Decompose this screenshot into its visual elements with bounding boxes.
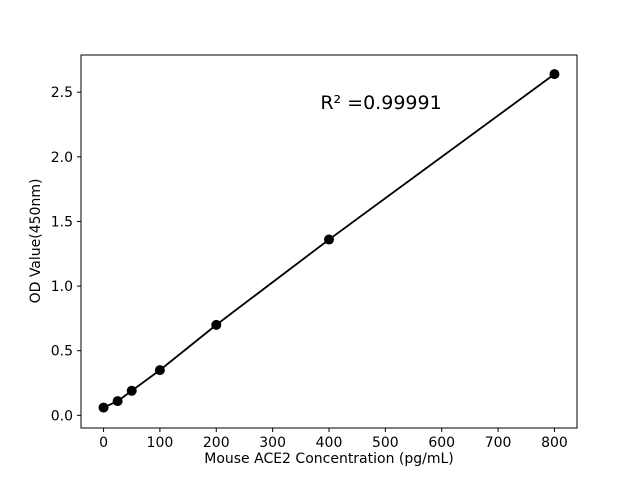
data-point [324, 234, 334, 245]
y-tick-label: 1.5 [51, 214, 73, 230]
x-tick-label: 100 [147, 435, 174, 451]
data-point [211, 319, 222, 330]
y-axis-label: OD Value(450nm) [28, 178, 44, 304]
y-tick-label: 2.0 [51, 150, 73, 166]
r-squared-annotation: R² =0.99991 [320, 92, 442, 114]
data-point [126, 385, 137, 396]
x-tick-label: 800 [541, 435, 568, 451]
x-tick-label: 700 [485, 435, 512, 451]
x-tick-label: 200 [203, 435, 230, 451]
y-tick-label: 0.5 [51, 344, 73, 360]
data-point [112, 396, 123, 407]
data-point [98, 402, 109, 413]
data-point [549, 69, 560, 80]
y-tick-label: 1.0 [51, 279, 73, 295]
y-tick-label: 0.0 [51, 408, 73, 424]
x-tick-label: 500 [372, 435, 399, 451]
y-tick-label: 2.5 [51, 85, 73, 101]
x-axis-label: Mouse ACE2 Concentration (pg/mL) [204, 451, 454, 467]
data-point [154, 365, 165, 376]
x-tick-label: 400 [316, 435, 343, 451]
x-tick-label: 600 [428, 435, 455, 451]
x-tick-label: 300 [259, 435, 286, 451]
x-tick-label: 0 [99, 435, 108, 451]
